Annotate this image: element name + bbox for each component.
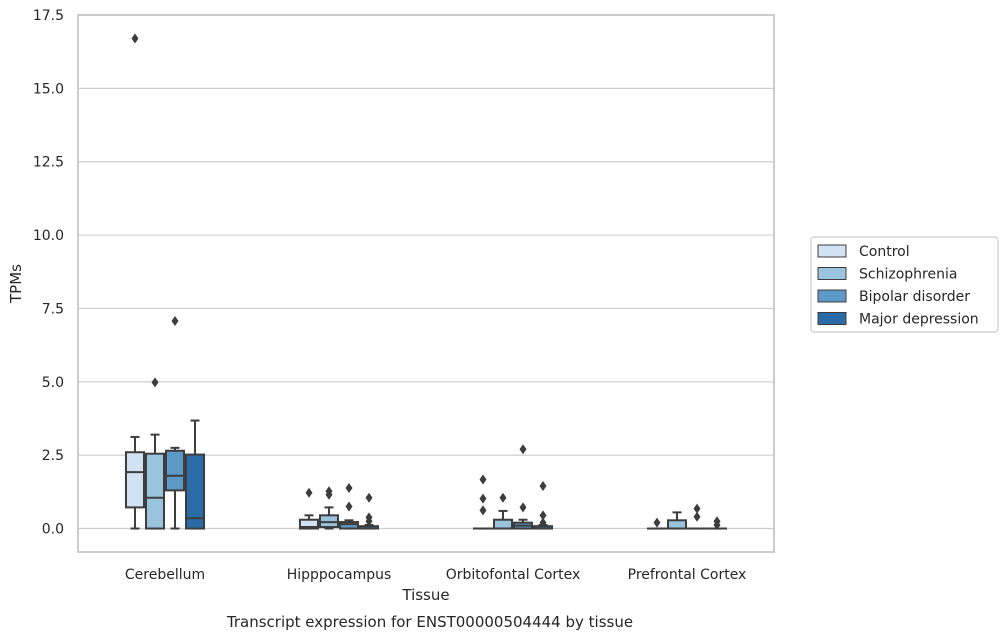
y-tick-label: 5.0 — [42, 375, 64, 391]
outlier-point — [519, 444, 527, 455]
outlier-point — [151, 377, 159, 388]
box-1-0 — [298, 487, 319, 530]
box-body — [298, 518, 319, 530]
y-tick-label: 17.5 — [33, 8, 64, 24]
outlier-point — [539, 480, 547, 491]
box-body — [492, 518, 513, 530]
outlier-point — [693, 511, 701, 522]
box-groups — [124, 33, 728, 531]
outlier-point — [365, 492, 373, 503]
box-body — [124, 451, 145, 509]
box-1-1 — [318, 486, 339, 530]
x-tick-label: Orbitofontal Cortex — [446, 567, 581, 583]
box-2-3 — [533, 480, 554, 530]
x-axis-ticks: Cerebellum Hipppocampus Orbitofontal Corte… — [125, 567, 746, 583]
outlier-point — [365, 512, 373, 523]
legend: Control Schizophrenia Bipolar disorder Majo… — [810, 236, 999, 333]
outlier-point — [693, 503, 701, 514]
legend-label: Bipolar disorder — [859, 289, 970, 305]
box-1-2 — [339, 483, 360, 530]
x-tick-label: Prefrontal Cortex — [628, 567, 747, 583]
outlier-point — [479, 505, 487, 516]
box-body — [165, 449, 186, 492]
outlier-point — [519, 502, 527, 513]
box-2-0 — [472, 474, 493, 530]
y-tick-label: 15.0 — [33, 81, 64, 97]
x-axis-label: Tissue — [401, 586, 449, 604]
box-0-1 — [144, 377, 166, 530]
box-3-3 — [707, 516, 728, 531]
box-1-3 — [359, 492, 380, 530]
outlier-point — [305, 487, 313, 498]
chart-caption: Transcript expression for ENST0000050444… — [226, 613, 633, 631]
box-3-2 — [687, 503, 708, 530]
box-2-2 — [513, 444, 534, 530]
outlier-point — [345, 501, 353, 512]
x-tick-label: Cerebellum — [125, 567, 205, 583]
box-3-1 — [666, 511, 687, 530]
outlier-point — [539, 517, 547, 528]
y-tick-label: 12.5 — [33, 155, 64, 171]
outlier-point — [653, 517, 661, 528]
legend-frame — [810, 236, 999, 333]
legend-label: Major depression — [859, 312, 979, 328]
y-axis-label: TPMs — [7, 264, 25, 304]
box-body — [339, 521, 360, 530]
y-tick-label: 10.0 — [33, 228, 64, 244]
y-tick-label: 0.0 — [42, 522, 64, 538]
legend-swatch — [817, 267, 847, 280]
outlier-point — [171, 316, 179, 327]
outlier-point — [325, 486, 333, 497]
outlier-point — [499, 492, 507, 503]
box-body — [185, 453, 206, 530]
box-3-0 — [646, 517, 667, 530]
y-tick-label: 2.5 — [42, 448, 64, 464]
y-tick-label: 7.5 — [42, 301, 64, 317]
legend-label: Schizophrenia — [859, 267, 957, 283]
box-0-2 — [165, 316, 186, 530]
outlier-point — [131, 33, 139, 44]
box-0-3 — [185, 419, 206, 530]
legend-swatch — [817, 312, 847, 325]
outlier-point — [479, 493, 487, 504]
outlier-point — [539, 510, 547, 521]
legend-label: Control — [859, 244, 910, 260]
outlier-point — [479, 474, 487, 485]
box-body — [144, 452, 166, 530]
box-0-0 — [124, 33, 145, 530]
outlier-point — [713, 516, 721, 527]
x-tick-label: Hipppocampus — [287, 567, 392, 583]
outlier-point — [345, 483, 353, 494]
legend-swatch — [817, 289, 847, 303]
legend-swatch — [817, 244, 847, 258]
box-body — [666, 519, 687, 530]
y-axis-ticks: 0.0 2.5 5.0 7.5 10.0 12.5 15.0 17.5 — [33, 8, 64, 538]
box-2-1 — [492, 492, 513, 530]
